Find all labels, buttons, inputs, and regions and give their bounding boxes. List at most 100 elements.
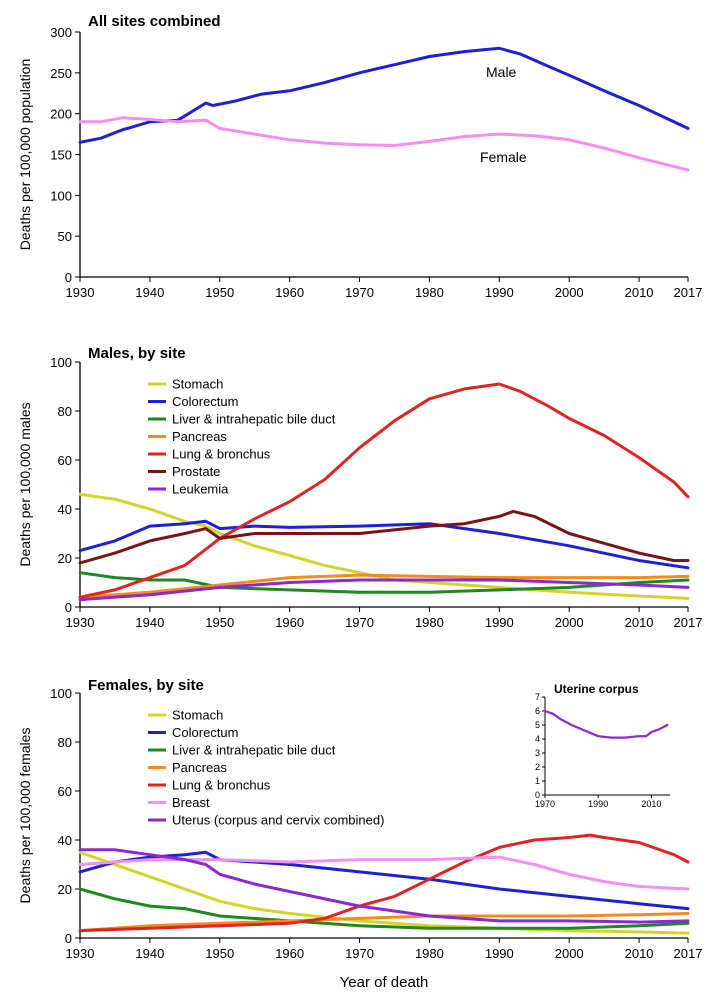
x-tick-label: 1990 <box>485 615 514 630</box>
y-tick-label: 20 <box>58 551 72 566</box>
y-tick-label: 300 <box>50 25 72 40</box>
legend-label: Lung & bronchus <box>172 778 271 793</box>
legend-label: Uterus (corpus and cervix combined) <box>172 813 384 828</box>
legend-label: Breast <box>172 795 210 810</box>
series-line-prostate <box>78 509 690 565</box>
series-label: Male <box>486 64 517 80</box>
y-tick-label: 250 <box>50 66 72 81</box>
legend-label: Colorectum <box>172 394 238 409</box>
series-line-uterine-corpus <box>543 709 669 739</box>
y-tick-label: 0 <box>65 270 72 285</box>
series-line-pancreas <box>78 573 690 599</box>
y-tick-label: 100 <box>50 188 72 203</box>
legend-label: Colorectum <box>172 725 238 740</box>
y-tick-label: 150 <box>50 148 72 163</box>
series-line-colorectum <box>78 519 690 570</box>
x-tick-label: 2010 <box>641 799 661 809</box>
series-line-female <box>78 116 690 172</box>
legend-label: Pancreas <box>172 429 227 444</box>
legend: Stomach Colorectum Liver & intrahepatic bi… <box>148 708 384 828</box>
legend-label: Lung & bronchus <box>172 447 271 462</box>
y-tick-label: 6 <box>535 706 540 716</box>
y-tick-label: 200 <box>50 107 72 122</box>
x-tick-label: 2010 <box>625 946 654 961</box>
x-tick-label: 1990 <box>485 285 514 300</box>
series-line-lung-bronchus <box>78 382 690 599</box>
series-line-liver-intrahepatic-bile-duct <box>78 887 690 930</box>
x-tick-label: 2000 <box>555 285 584 300</box>
chart-title: Females, by site <box>88 677 204 694</box>
y-tick-label: 80 <box>58 404 72 419</box>
y-tick-label: 0 <box>535 790 540 800</box>
chart-title: All sites combined <box>88 13 221 30</box>
legend-label: Liver & intrahepatic bile duct <box>172 412 336 427</box>
x-tick-label: 1970 <box>345 946 374 961</box>
x-tick-label: 1940 <box>135 615 164 630</box>
y-tick-label: 40 <box>58 833 72 848</box>
x-tick-label: 1970 <box>535 799 555 809</box>
x-tick-label: 1930 <box>66 615 95 630</box>
legend-label: Prostate <box>172 464 220 479</box>
y-tick-label: 5 <box>535 720 540 730</box>
x-axis-label: Year of death <box>340 974 429 991</box>
x-tick-label: 1980 <box>415 946 444 961</box>
inset-background <box>531 679 680 811</box>
x-tick-label: 2000 <box>555 946 584 961</box>
legend-label: Stomach <box>172 708 223 723</box>
chart-panel-0: 0 50 100 150 200 250 300 1930 1940 1950 1960 1970 19… <box>17 13 702 300</box>
chart-title: Uterine corpus <box>554 682 639 696</box>
series-line-lung-bronchus <box>78 833 690 933</box>
y-tick-label: 60 <box>58 784 72 799</box>
x-tick-label: 2017 <box>674 946 703 961</box>
chart-panel-1: 0 20 40 60 80 100 1930 1940 1950 1960 1970 1980 1990… <box>17 345 702 630</box>
series-line-stomach <box>78 850 690 935</box>
x-tick-label: 1940 <box>135 946 164 961</box>
legend-label: Leukemia <box>172 482 229 497</box>
legend: Stomach Colorectum Liver & intrahepatic bi… <box>148 377 336 497</box>
y-tick-label: 3 <box>535 748 540 758</box>
chart-panel-3: 0 1 2 3 4 5 6 7 1970 1990 2010 Uterine corpus <box>531 679 680 811</box>
y-tick-label: 1 <box>535 776 540 786</box>
legend-label: Liver & intrahepatic bile duct <box>172 743 336 758</box>
series-line-breast <box>78 855 690 891</box>
x-tick-label: 2000 <box>555 615 584 630</box>
x-tick-label: 1960 <box>275 285 304 300</box>
series-line-colorectum <box>78 850 690 911</box>
y-axis-label: Deaths per 100,000 females <box>17 728 33 904</box>
x-tick-label: 1970 <box>345 615 374 630</box>
x-tick-label: 1930 <box>66 946 95 961</box>
series-line-pancreas <box>78 912 690 933</box>
x-tick-label: 1950 <box>205 285 234 300</box>
y-tick-label: 100 <box>50 355 72 370</box>
series-label: Female <box>480 149 527 165</box>
y-tick-label: 0 <box>65 931 72 946</box>
x-tick-label: 2017 <box>674 615 703 630</box>
x-tick-label: 1930 <box>66 285 95 300</box>
y-tick-label: 4 <box>535 734 540 744</box>
y-axis-label: Deaths per 100,000 population <box>17 59 33 250</box>
x-tick-label: 1960 <box>275 615 304 630</box>
x-tick-label: 2010 <box>625 615 654 630</box>
series-line-uterus-corpus-and-cervix-combined- <box>78 848 690 924</box>
y-axis-label: Deaths per 100,000 males <box>17 402 33 566</box>
y-tick-label: 40 <box>58 502 72 517</box>
series-line-male <box>78 46 690 144</box>
x-tick-label: 1950 <box>205 615 234 630</box>
series-line-leukemia <box>78 578 690 602</box>
x-tick-label: 2017 <box>674 285 703 300</box>
chart-title: Males, by site <box>88 345 186 362</box>
y-tick-label: 50 <box>58 229 72 244</box>
x-tick-label: 1950 <box>205 946 234 961</box>
x-tick-label: 1980 <box>415 615 444 630</box>
x-tick-label: 1980 <box>415 285 444 300</box>
x-tick-label: 1990 <box>485 946 514 961</box>
y-tick-label: 0 <box>65 600 72 615</box>
x-tick-label: 1940 <box>135 285 164 300</box>
y-tick-label: 7 <box>535 692 540 702</box>
legend-label: Stomach <box>172 377 223 392</box>
x-tick-label: 1960 <box>275 946 304 961</box>
y-tick-label: 100 <box>50 686 72 701</box>
legend-label: Pancreas <box>172 760 227 775</box>
